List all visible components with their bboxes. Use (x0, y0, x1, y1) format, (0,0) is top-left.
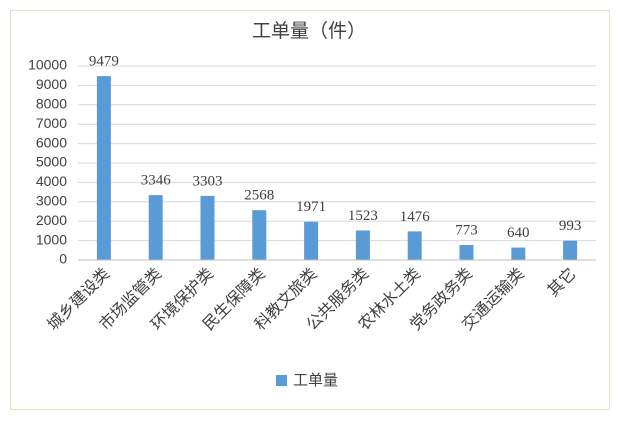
y-tick-label: 6000 (36, 134, 67, 150)
bar (459, 245, 474, 260)
bar (511, 247, 526, 260)
y-tick-label: 1000 (36, 231, 67, 247)
y-tick-label: 8000 (36, 96, 67, 112)
value-label: 9479 (89, 54, 119, 70)
y-tick-label: 0 (59, 251, 67, 267)
value-label: 1523 (348, 208, 378, 224)
bar (304, 221, 319, 260)
value-label: 993 (559, 218, 582, 234)
bar (148, 195, 163, 260)
legend-label: 工单量 (293, 372, 338, 389)
y-tick-label: 5000 (36, 154, 67, 170)
value-label: 3303 (193, 173, 223, 189)
bar (200, 195, 215, 260)
value-label: 640 (507, 225, 530, 241)
y-tick-label: 3000 (36, 193, 67, 209)
legend-swatch (276, 375, 287, 386)
y-tick-label: 9000 (36, 76, 67, 92)
bar (407, 231, 422, 260)
y-tick-label: 10000 (28, 57, 67, 73)
value-label: 2568 (244, 188, 274, 204)
bar (355, 230, 370, 260)
y-tick-label: 2000 (36, 212, 67, 228)
value-label: 773 (455, 222, 478, 238)
bar (96, 76, 111, 261)
y-tick-label: 4000 (36, 173, 67, 189)
bar (563, 240, 578, 260)
value-label: 3346 (141, 173, 172, 189)
y-tick-label: 7000 (36, 115, 67, 131)
value-label: 1476 (400, 209, 431, 225)
chart-title: 工单量（件） (252, 20, 366, 42)
bar (252, 210, 267, 260)
value-label: 1971 (296, 199, 326, 215)
